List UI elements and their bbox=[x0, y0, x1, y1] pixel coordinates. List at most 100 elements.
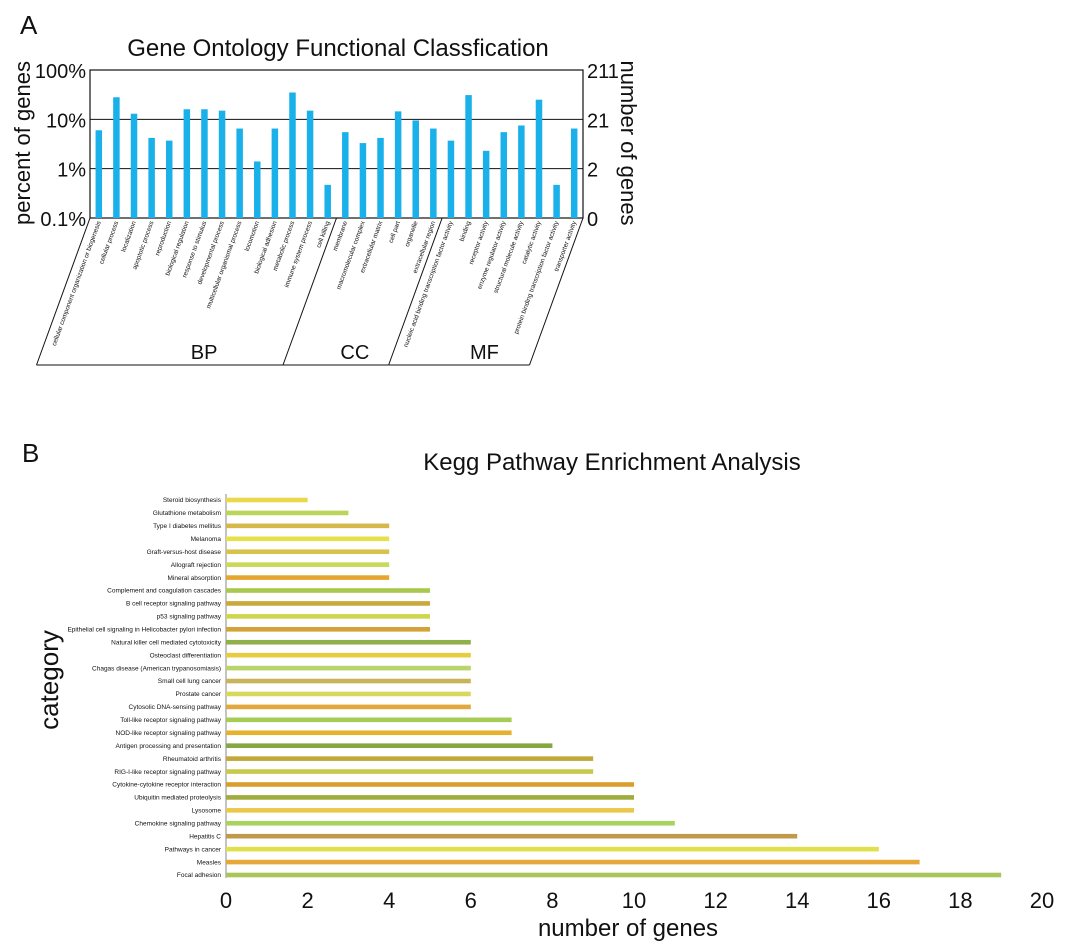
kegg-category-label: Pathways in cancer bbox=[165, 846, 222, 853]
kegg-bar bbox=[226, 730, 512, 736]
go-classification-chart: A Gene Ontology Functional Classfication… bbox=[10, 10, 641, 366]
kegg-bar bbox=[226, 601, 430, 606]
go-plot-frame bbox=[89, 69, 584, 219]
go-group-label: MF bbox=[470, 342, 499, 364]
go-bar bbox=[148, 137, 155, 218]
kegg-category-label: p53 signaling pathway bbox=[157, 614, 222, 621]
kegg-bar bbox=[226, 614, 430, 619]
kegg-x-tick-label: 2 bbox=[301, 888, 313, 913]
kegg-category-label: Chagas disease (American trypanosomiasis… bbox=[92, 665, 221, 672]
go-x-tick-label: cell killing bbox=[315, 220, 331, 249]
go-bar bbox=[500, 132, 508, 218]
go-bar bbox=[482, 150, 490, 218]
go-group-divider bbox=[282, 217, 337, 366]
kegg-enrichment-chart: B Kegg Pathway Enrichment Analysis categ… bbox=[22, 438, 1054, 942]
kegg-category-label: Steroid biosynthesis bbox=[163, 497, 222, 504]
kegg-category-label: B cell receptor signaling pathway bbox=[126, 601, 222, 608]
kegg-category-label: Toll-like receptor signaling pathway bbox=[120, 717, 222, 724]
go-bar bbox=[95, 130, 103, 218]
go-x-tick-label: binding bbox=[459, 220, 473, 242]
go-x-tick-label: reproduction bbox=[154, 220, 173, 257]
go-bar bbox=[535, 99, 543, 218]
kegg-category-label: Hepatitis C bbox=[189, 833, 221, 840]
kegg-x-tick-label: 10 bbox=[622, 888, 646, 913]
kegg-bar bbox=[226, 588, 430, 593]
kegg-x-tick-label: 6 bbox=[465, 888, 477, 913]
go-group-divider bbox=[529, 217, 584, 366]
go-bar bbox=[271, 128, 279, 218]
go-bar bbox=[201, 109, 208, 218]
go-x-tick-label: localization bbox=[120, 220, 138, 253]
go-bar bbox=[236, 128, 243, 218]
kegg-category-label: Focal adhesion bbox=[177, 872, 221, 879]
kegg-bar bbox=[226, 820, 675, 826]
kegg-bar bbox=[226, 497, 308, 503]
kegg-category-label: Antigen processing and presentation bbox=[115, 743, 221, 750]
kegg-bar bbox=[226, 510, 349, 516]
go-y-axis-label-right: number of genes bbox=[616, 60, 641, 225]
kegg-y-axis-label: category bbox=[34, 630, 64, 730]
kegg-x-tick-label: 0 bbox=[220, 888, 232, 913]
go-bar bbox=[306, 110, 314, 218]
kegg-bar bbox=[226, 782, 634, 787]
kegg-category-label: Mineral absorption bbox=[168, 575, 222, 582]
go-bar bbox=[570, 128, 578, 218]
kegg-bar bbox=[226, 717, 512, 723]
go-group-divider bbox=[36, 217, 91, 366]
go-x-tick-label: organelle bbox=[404, 220, 420, 248]
go-bar bbox=[430, 128, 437, 218]
kegg-category-label: Cytokine-cytokine receptor interaction bbox=[112, 782, 221, 789]
kegg-x-tick-label: 8 bbox=[546, 888, 558, 913]
go-y-tick-left: 10% bbox=[46, 110, 86, 132]
kegg-category-label: Lysosome bbox=[192, 808, 222, 815]
go-group-divider bbox=[388, 217, 443, 366]
go-bar bbox=[130, 113, 138, 218]
kegg-x-tick-label: 16 bbox=[867, 888, 891, 913]
kegg-bar bbox=[226, 575, 390, 580]
go-bar bbox=[394, 111, 402, 218]
kegg-bar bbox=[226, 808, 634, 813]
kegg-category-label: RIG-I-like receptor signaling pathway bbox=[114, 769, 221, 776]
kegg-x-tick-label: 12 bbox=[703, 888, 727, 913]
go-y-tick-right: 211 bbox=[587, 61, 619, 83]
kegg-x-tick-label: 20 bbox=[1030, 888, 1054, 913]
kegg-bar bbox=[226, 665, 471, 671]
kegg-bar bbox=[226, 743, 553, 748]
panel-a-label: A bbox=[20, 10, 38, 40]
go-bar bbox=[342, 132, 349, 218]
kegg-category-label: Complement and coagulation cascades bbox=[107, 588, 222, 595]
go-y-axis-label-left: percent of genes bbox=[10, 61, 35, 225]
kegg-category-label: Osteoclast differentiation bbox=[150, 652, 222, 659]
kegg-bar bbox=[226, 523, 390, 529]
go-x-tick-label: locomotion bbox=[244, 220, 261, 252]
go-y-tick-left: 100% bbox=[35, 61, 86, 83]
go-bar bbox=[289, 92, 296, 218]
kegg-category-label: Prostate cancer bbox=[175, 691, 221, 698]
kegg-chart-title: Kegg Pathway Enrichment Analysis bbox=[423, 449, 801, 476]
go-bar bbox=[465, 95, 472, 218]
go-bar bbox=[165, 140, 173, 218]
kegg-category-label: Rheumatoid arthritis bbox=[163, 756, 222, 763]
go-y-tick-right: 21 bbox=[587, 110, 609, 132]
go-bar bbox=[359, 143, 367, 218]
go-bar bbox=[377, 137, 384, 218]
kegg-category-label: Epithelial cell signaling in Helicobacte… bbox=[67, 627, 221, 634]
kegg-category-label: NOD-like receptor signaling pathway bbox=[116, 730, 222, 737]
go-x-tick-label: multicellular organismal process bbox=[205, 220, 243, 310]
kegg-bar bbox=[226, 691, 471, 697]
panel-b-label: B bbox=[22, 438, 39, 468]
kegg-bar bbox=[226, 536, 390, 542]
go-group-label: CC bbox=[340, 342, 369, 364]
kegg-bar bbox=[226, 678, 471, 684]
kegg-category-label: Chemokine signaling pathway bbox=[135, 820, 222, 827]
kegg-bar bbox=[226, 756, 594, 761]
kegg-bar bbox=[226, 846, 879, 852]
go-bar bbox=[518, 125, 525, 218]
go-y-tick-right: 2 bbox=[587, 160, 598, 182]
go-bar bbox=[412, 120, 419, 218]
kegg-x-tick-label: 4 bbox=[383, 888, 395, 913]
kegg-category-label: Measles bbox=[197, 859, 222, 866]
kegg-bar bbox=[226, 652, 471, 658]
kegg-category-label: Cytosolic DNA-sensing pathway bbox=[129, 704, 222, 711]
kegg-bar bbox=[226, 859, 920, 865]
